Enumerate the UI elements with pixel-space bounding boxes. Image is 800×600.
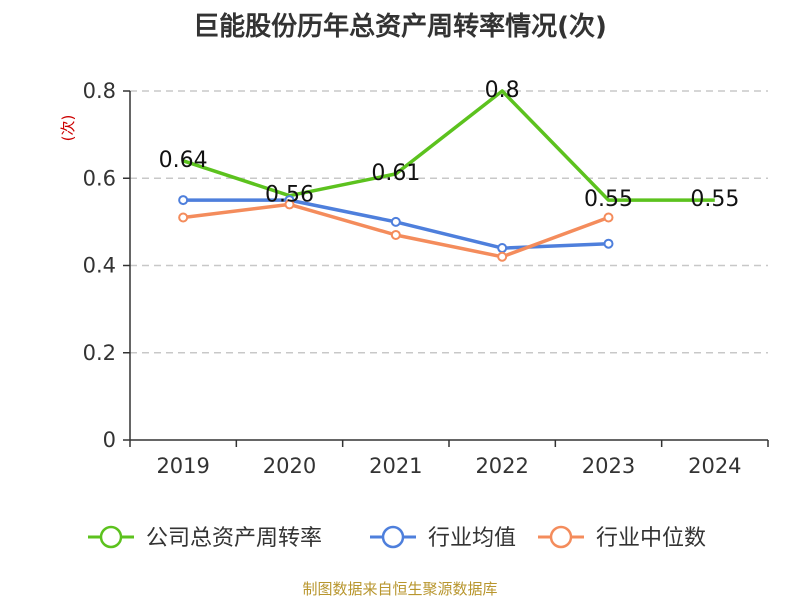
data-label: 0.55	[584, 187, 633, 212]
y-tick-label: 0.6	[83, 166, 116, 190]
x-tick-label: 2020	[263, 454, 316, 478]
data-label: 0.64	[159, 148, 208, 173]
grid-lines	[130, 90, 768, 354]
x-tick-label: 2021	[369, 454, 422, 478]
legend-item[interactable]: 行业均值	[370, 525, 516, 551]
chart-title: 巨能股份历年总资产周转率情况(次)	[193, 12, 607, 42]
legend: 公司总资产周转率 行业均值 行业中位数	[88, 525, 706, 551]
legend-label: 行业中位数	[596, 526, 706, 551]
data-label: 0.8	[485, 78, 520, 103]
data-labels: 0.64 0.56 0.61 0.8 0.55 0.55	[159, 78, 740, 212]
x-tick-label: 2022	[475, 454, 528, 478]
legend-label: 公司总资产周转率	[146, 526, 322, 551]
data-point	[178, 212, 189, 223]
data-point	[178, 195, 189, 206]
source-note: 制图数据来自恒生聚源数据库	[302, 580, 498, 598]
data-point	[603, 238, 614, 249]
y-axis-label: (次)	[59, 115, 77, 142]
data-point	[284, 199, 295, 210]
data-point	[390, 216, 401, 227]
data-point	[497, 243, 508, 254]
x-tick-label: 2019	[156, 454, 209, 478]
x-tick-label: 2024	[688, 454, 741, 478]
y-tick-label: 0	[103, 428, 116, 452]
data-label: 0.56	[265, 183, 314, 208]
legend-label: 行业均值	[428, 526, 516, 551]
legend-item[interactable]: 行业中位数	[538, 525, 706, 551]
legend-item[interactable]: 公司总资产周转率	[88, 525, 322, 551]
data-point	[390, 229, 401, 240]
y-tick-label: 0.8	[83, 79, 116, 103]
y-tick-label: 0.2	[83, 341, 116, 365]
data-point	[603, 212, 614, 223]
data-label: 0.55	[690, 187, 739, 212]
data-label: 0.61	[371, 161, 420, 186]
x-tick-label: 2023	[582, 454, 635, 478]
axes: 0 0.2 0.4 0.6 0.8 2019 2020 2021 2022 2023 2024	[83, 79, 769, 478]
series-lines	[178, 89, 715, 262]
data-point	[497, 251, 508, 262]
series-line-0	[182, 89, 715, 202]
y-tick-label: 0.4	[83, 254, 116, 278]
